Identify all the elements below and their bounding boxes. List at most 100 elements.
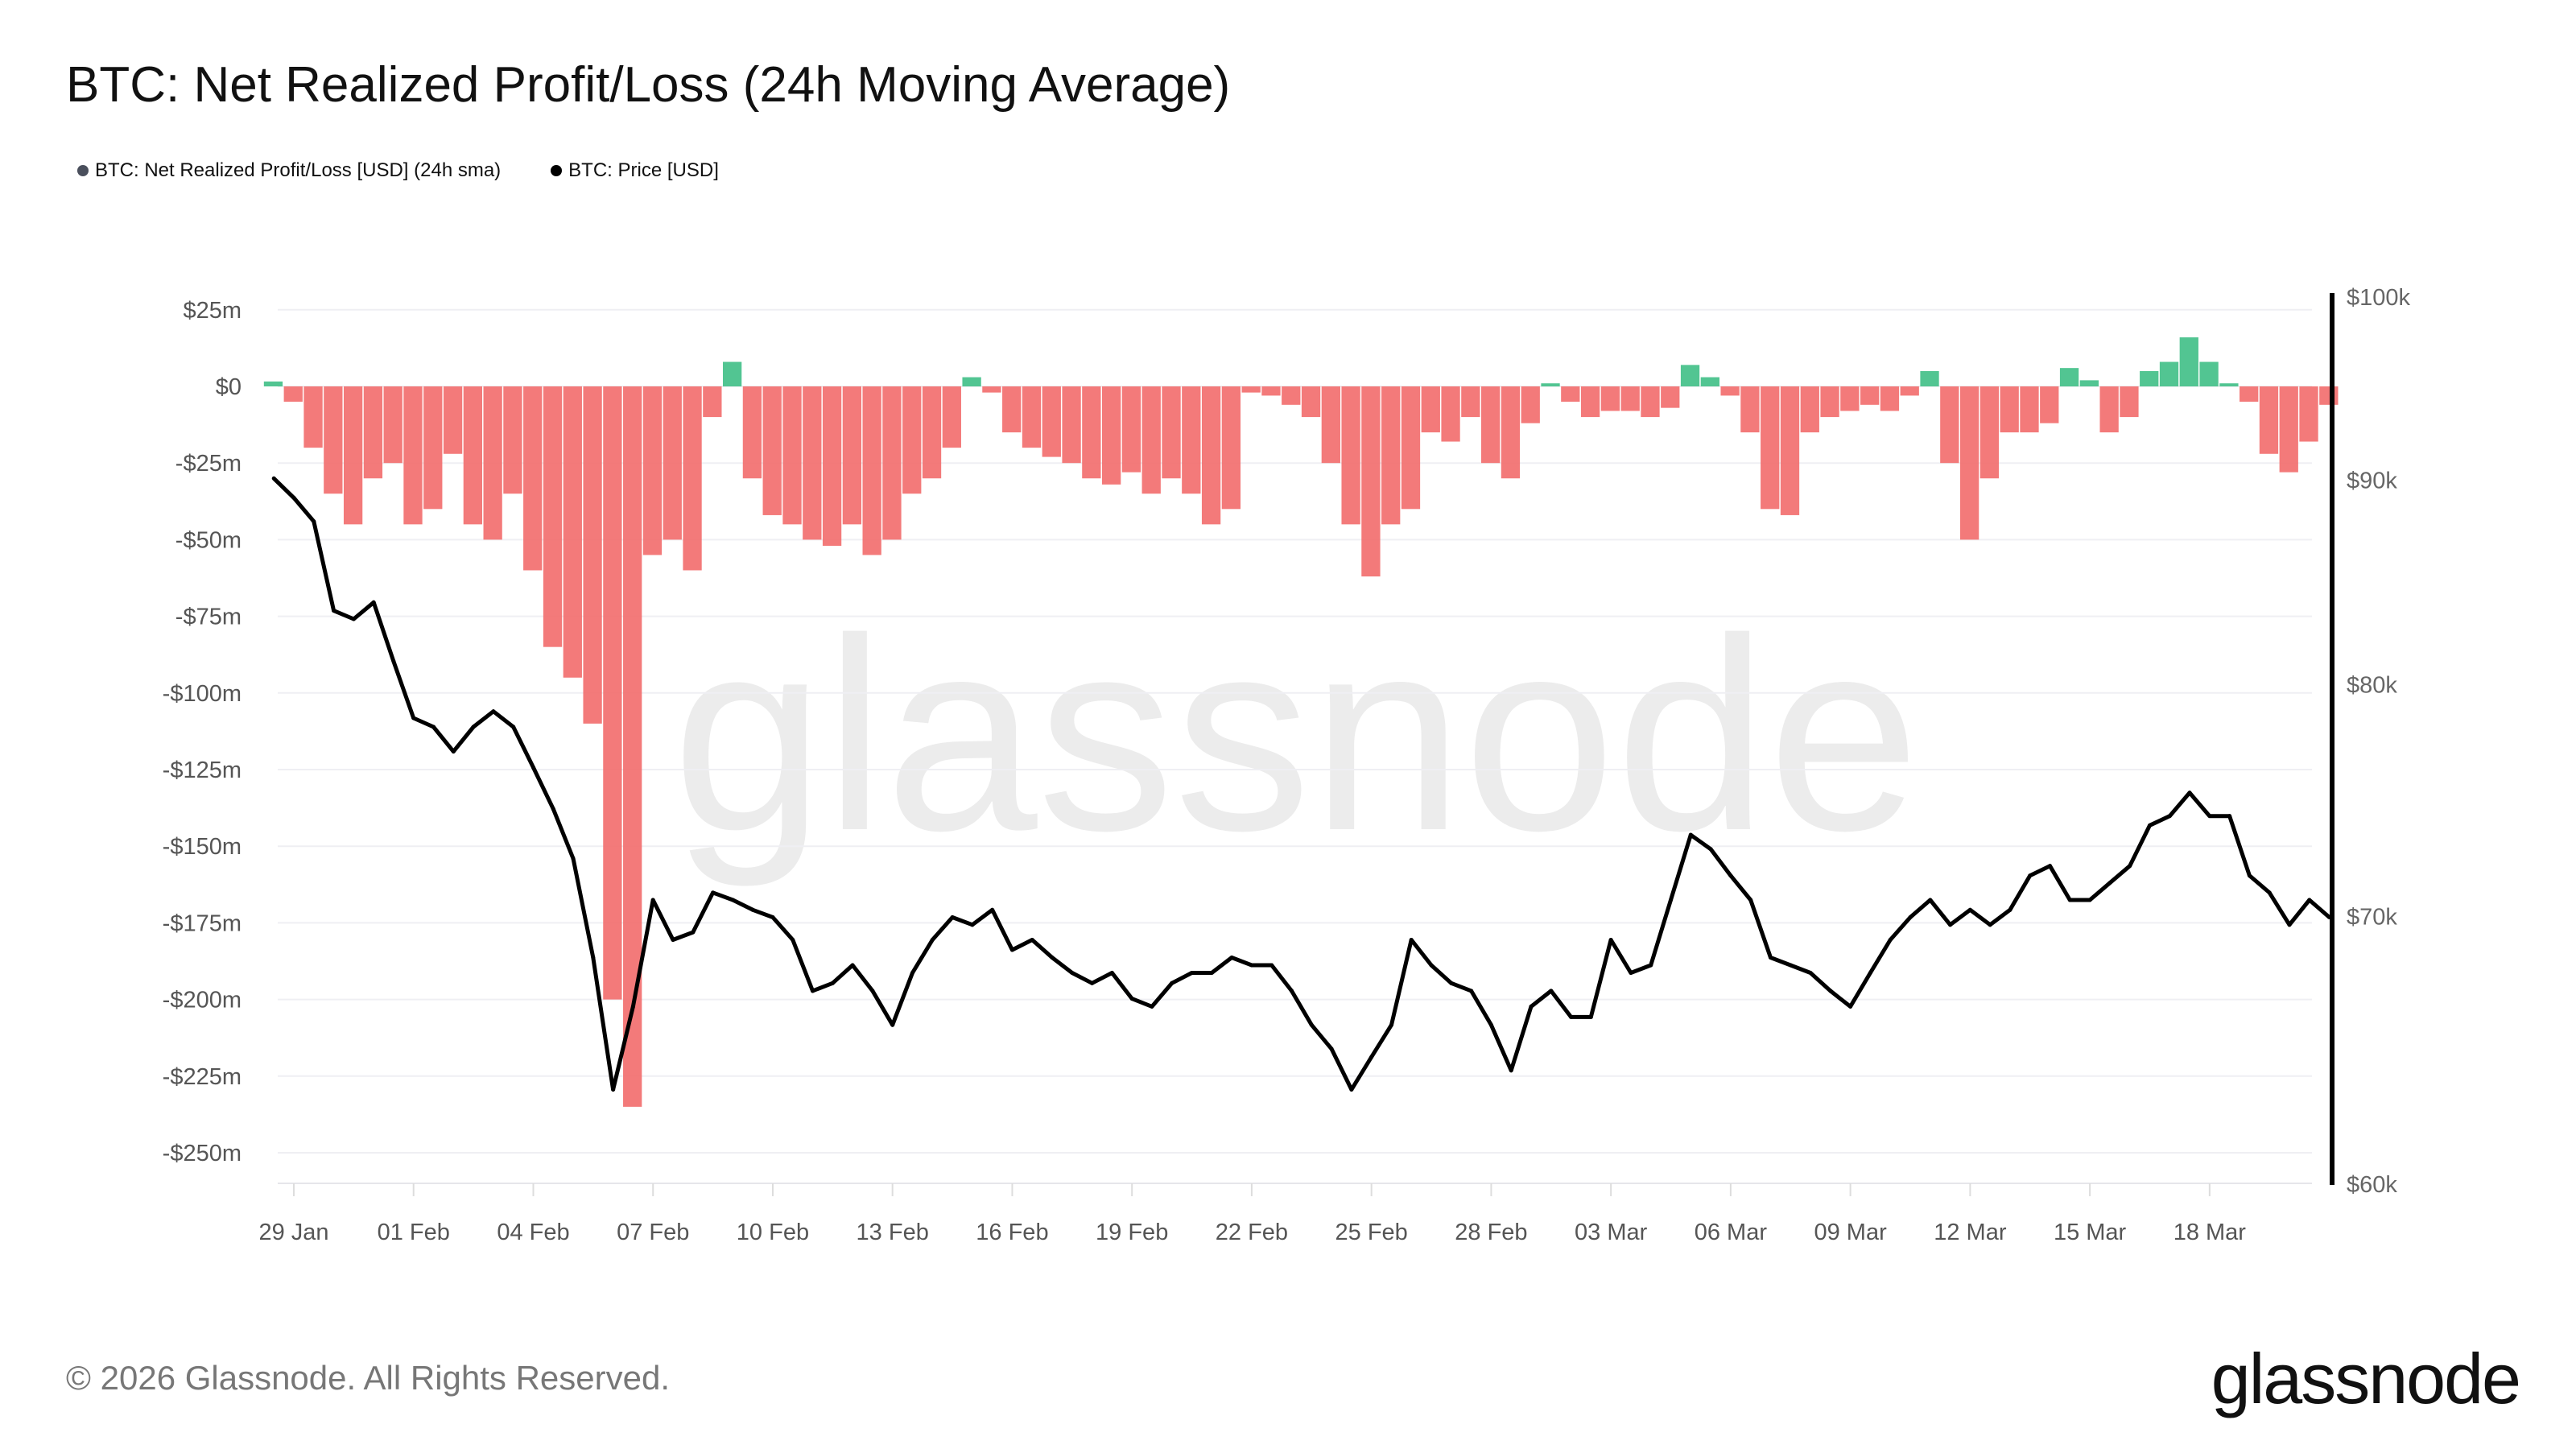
price-point <box>551 807 555 811</box>
pnl-bar <box>1321 386 1340 464</box>
price-point <box>811 989 815 993</box>
legend-label: BTC: Net Realized Profit/Loss [USD] (24h… <box>95 159 502 181</box>
price-point <box>1030 937 1034 942</box>
price-point <box>1988 923 1992 927</box>
price-point <box>1788 963 1793 968</box>
price-point <box>1349 1087 1354 1092</box>
price-point <box>2087 898 2092 902</box>
y-left-tick-label: -$175m <box>163 910 242 936</box>
pnl-bar <box>1561 386 1580 402</box>
pnl-bar <box>2059 368 2079 386</box>
pnl-bar <box>1162 386 1181 479</box>
pnl-bar <box>962 377 981 386</box>
legend-item-price[interactable]: BTC: Price [USD] <box>551 159 719 182</box>
pnl-bar <box>363 386 383 479</box>
price-point <box>1529 1004 1534 1009</box>
x-tick-label: 29 Jan <box>258 1220 328 1245</box>
price-point <box>2267 890 2272 895</box>
pnl-bar <box>2099 386 2119 433</box>
pnl-bar <box>1221 386 1241 510</box>
pnl-bar <box>2079 380 2099 386</box>
price-point <box>2307 898 2312 902</box>
pnl-bar <box>2020 386 2039 433</box>
pnl-bar <box>1082 386 1101 479</box>
legend-dot-icon <box>77 165 89 176</box>
price-point <box>1389 1022 1393 1027</box>
pnl-bar <box>383 386 402 464</box>
pnl-bar <box>2179 337 2198 386</box>
pnl-bar <box>2140 370 2159 386</box>
price-point <box>511 724 516 729</box>
y-right-tick-label: $80k <box>2347 672 2397 698</box>
pnl-bar <box>403 386 423 525</box>
price-point <box>1748 898 1753 902</box>
x-tick-label: 10 Feb <box>737 1220 809 1245</box>
pnl-bar <box>1860 386 1880 405</box>
pnl-bar <box>263 381 283 386</box>
pnl-bar <box>1481 386 1501 464</box>
price-point <box>2028 873 2033 878</box>
price-point <box>271 476 276 481</box>
x-tick-label: 22 Feb <box>1216 1220 1288 1245</box>
price-point <box>791 937 795 942</box>
price-point <box>371 600 376 605</box>
price-point <box>1669 898 1674 902</box>
price-point <box>1848 1004 1853 1009</box>
pnl-bar <box>1062 386 1081 464</box>
glassnode-logo: glassnode <box>2211 1339 2521 1418</box>
y-left-tick-label: -$150m <box>163 834 242 860</box>
pnl-bar <box>1002 386 1022 433</box>
pnl-bar <box>1740 386 1760 433</box>
price-point <box>1129 997 1134 1001</box>
price-point <box>1569 1014 1574 1019</box>
price-point <box>591 955 596 960</box>
price-point <box>291 495 296 500</box>
pnl-bar <box>742 386 762 479</box>
price-point <box>1269 963 1274 968</box>
y-left-tick-label: -$75m <box>175 605 242 630</box>
pnl-bar <box>343 386 363 525</box>
pnl-bar <box>2199 361 2219 386</box>
price-point <box>630 1004 635 1009</box>
pnl-bar <box>324 386 343 494</box>
x-tick-label: 01 Feb <box>378 1220 450 1245</box>
pnl-bar <box>902 386 922 494</box>
y-right-tick-label: $70k <box>2347 904 2397 930</box>
x-tick-label: 06 Mar <box>1695 1220 1768 1245</box>
pnl-bar <box>1680 365 1700 386</box>
price-point <box>2067 898 2072 902</box>
price-point <box>770 915 775 920</box>
pnl-bar <box>1121 386 1141 473</box>
price-point <box>1649 963 1653 968</box>
price-point <box>530 765 535 770</box>
pnl-bar <box>1761 386 1780 510</box>
pnl-bar <box>503 386 522 494</box>
x-tick-label: 19 Feb <box>1096 1220 1168 1245</box>
pnl-bar <box>1600 386 1620 411</box>
pnl-bar <box>663 386 682 540</box>
price-point <box>571 857 576 861</box>
y-left-tick-label: -$125m <box>163 758 242 783</box>
price-point <box>1828 989 1833 993</box>
pnl-bar <box>882 386 902 540</box>
pnl-bar <box>1979 386 2000 479</box>
x-tick-label: 25 Feb <box>1335 1220 1408 1245</box>
price-point <box>1409 937 1414 942</box>
pnl-bar <box>303 386 323 448</box>
x-tick-label: 15 Mar <box>2054 1220 2127 1245</box>
price-point <box>1209 971 1214 976</box>
price-point <box>2247 873 2252 878</box>
price-point <box>1150 1004 1154 1009</box>
price-point <box>1948 923 1953 927</box>
pnl-bar <box>1620 386 1640 411</box>
price-point <box>1928 898 1933 902</box>
y-right-tick-label: $90k <box>2347 468 2397 493</box>
legend: BTC: Net Realized Profit/Loss [USD] (24h… <box>77 159 719 182</box>
legend-item-net-realized-pnl[interactable]: BTC: Net Realized Profit/Loss [USD] (24h… <box>77 159 501 182</box>
price-point <box>890 1022 895 1027</box>
price-point <box>2287 923 2292 927</box>
price-point <box>451 749 456 754</box>
pnl-bar <box>982 386 1001 393</box>
price-point <box>1768 955 1773 960</box>
pnl-bar <box>1720 386 1740 396</box>
